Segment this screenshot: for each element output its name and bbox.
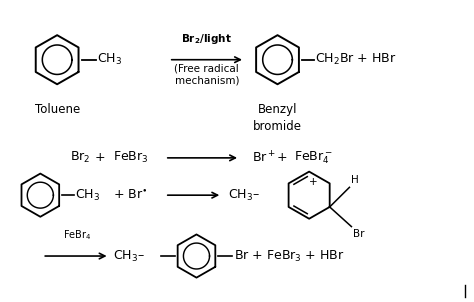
Text: $\mathregular{Br^+}$: $\mathregular{Br^+}$ — [252, 150, 276, 165]
Text: + Br$^{\bullet}$: + Br$^{\bullet}$ — [113, 189, 148, 202]
Text: Toluene: Toluene — [35, 103, 80, 116]
Text: $\mathregular{FeBr_3}$: $\mathregular{FeBr_3}$ — [113, 150, 149, 165]
Text: $\mathregular{CH_3}$: $\mathregular{CH_3}$ — [75, 188, 100, 203]
Text: $\mathregular{FeBr_4}$: $\mathregular{FeBr_4}$ — [63, 229, 91, 242]
Text: $\mathregular{CH_3}$–: $\mathregular{CH_3}$– — [113, 249, 145, 264]
Text: $\mathregular{FeBr_4^-}$: $\mathregular{FeBr_4^-}$ — [294, 149, 333, 166]
Text: $\mathregular{CH_3}$: $\mathregular{CH_3}$ — [97, 52, 122, 67]
Text: +: + — [276, 151, 287, 164]
Text: mechanism): mechanism) — [174, 76, 239, 85]
Text: $\mathregular{Br_2}$/light: $\mathregular{Br_2}$/light — [182, 32, 232, 46]
Text: Br + FeBr$_3$ + HBr: Br + FeBr$_3$ + HBr — [234, 249, 345, 264]
Text: +: + — [94, 151, 105, 164]
Text: (Free radical: (Free radical — [174, 64, 239, 74]
Text: Br: Br — [354, 229, 365, 239]
Text: Benzyl
bromide: Benzyl bromide — [253, 103, 302, 133]
Text: $\mathregular{Br_2}$: $\mathregular{Br_2}$ — [70, 150, 91, 165]
Text: +: + — [309, 177, 318, 187]
Text: $\mathregular{CH_3}$–: $\mathregular{CH_3}$– — [228, 188, 260, 203]
Text: H: H — [351, 175, 359, 185]
Text: $\mathregular{CH_2Br}$ + HBr: $\mathregular{CH_2Br}$ + HBr — [315, 52, 397, 67]
